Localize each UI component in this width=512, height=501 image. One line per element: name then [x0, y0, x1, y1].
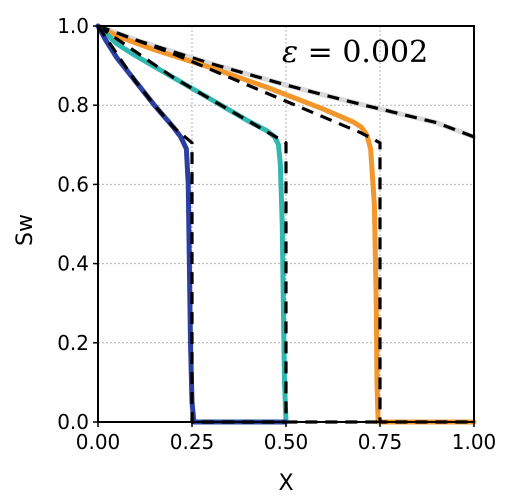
epsilon-symbol: ε [282, 35, 298, 70]
x-tick-label: 1.00 [452, 430, 497, 454]
series-line-dashed [97, 24, 474, 424]
series-line-dashed [96, 25, 286, 424]
x-tick-label: 0.75 [358, 430, 403, 454]
epsilon-annotation: ε = 0.002 [282, 35, 428, 70]
y-tick-label: 0.2 [57, 331, 89, 355]
x-tick-label: 0.00 [76, 430, 121, 454]
x-tick-label: 0.50 [264, 430, 309, 454]
y-tick-label: 0.4 [57, 252, 89, 276]
epsilon-value: = 0.002 [298, 35, 428, 70]
series-layer [95, 23, 477, 425]
y-tick-label: 0.6 [57, 172, 89, 196]
y-tick-label: 0.8 [57, 93, 89, 117]
x-tick-label: 0.25 [170, 430, 215, 454]
y-tick-label: 0.0 [57, 410, 89, 434]
y-axis-label: Sw [13, 214, 38, 246]
y-tick-label: 1.0 [57, 14, 89, 38]
ticks: 0.00 0.25 0.50 0.75 1.00 0.0 0.2 0.4 0.6 0.8 1.0 [57, 14, 496, 454]
x-axis-label: X [278, 471, 293, 496]
